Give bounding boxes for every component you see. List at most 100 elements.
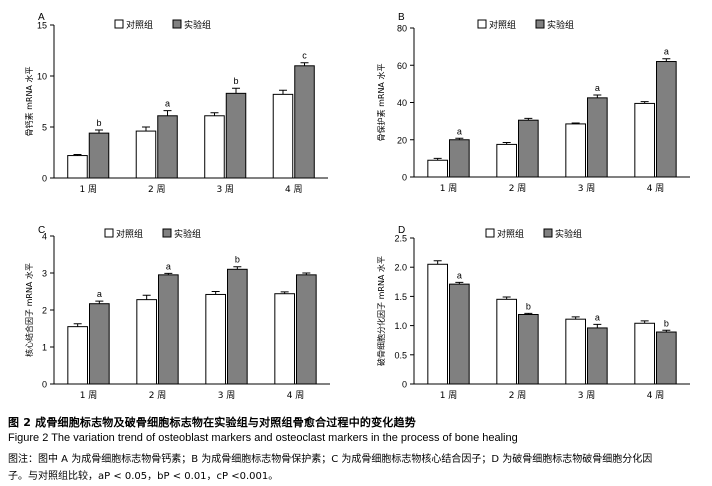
panel-a-errorbar-control-2 <box>141 126 150 132</box>
panel-b-ytick-label-0: 0 <box>402 173 407 183</box>
panel-a-errorbar-experimental-4 <box>300 62 309 66</box>
panel-d-errorbar-experimental-4 <box>662 329 671 333</box>
panel-a-category-label-2: 2 周 <box>148 184 166 195</box>
panel-a-ytick-label-1: 5 <box>42 123 47 133</box>
panel-b-errorbar-control-2 <box>502 142 511 145</box>
panel-b-bar-experimental-2 <box>518 119 539 178</box>
panel-d-errorbar-control-2 <box>502 296 511 300</box>
panel-d-category-label-4: 4 周 <box>647 390 665 401</box>
panel-c-legend-label-control: 对照组 <box>116 228 143 240</box>
panel-d-bar-experimental-2 <box>518 314 539 385</box>
panel-d-category-label-1: 1 周 <box>440 390 458 401</box>
panel-b-category-label-4: 4 周 <box>647 183 665 194</box>
panel-d-legend-swatch-control <box>485 228 495 238</box>
panel-d-bar-experimental-4 <box>656 331 677 385</box>
panel-b-errorbar-experimental-1 <box>455 137 464 140</box>
panel-c-bar-control-2 <box>136 299 158 385</box>
panel-b-errorbar-control-4 <box>640 101 649 104</box>
panel-d-bar-control-1 <box>427 263 448 385</box>
panel-c-legend-label-experimental: 实验组 <box>174 228 201 240</box>
panel-b-bar-experimental-1 <box>449 139 470 178</box>
panel-c-errorbar-experimental-2 <box>164 272 173 275</box>
panel-b-bar-control-4 <box>634 102 656 178</box>
panel-b-significance-label-4: a <box>664 47 669 57</box>
panel-a-bar-control-2 <box>135 130 157 179</box>
panel-a-legend-swatch-control <box>114 19 124 29</box>
panel-b-legend-swatch-control <box>477 19 487 29</box>
panel-b-errorbar-control-1 <box>433 157 442 161</box>
panel-a-category-label-3: 3 周 <box>216 184 234 195</box>
panel-c-category-label-2: 2 周 <box>149 390 167 401</box>
panel-a-significance-label-1: b <box>97 118 102 128</box>
panel-a-significance-label-4: c <box>302 51 307 61</box>
panel-d-significance-label-1: a <box>457 270 462 280</box>
panel-d-ytick-label-2: 1.0 <box>394 321 407 331</box>
panel-c-errorbar-control-1 <box>73 323 82 327</box>
panel-b-y-axis-label: 骨保护素 mRNA 水平 <box>376 64 386 142</box>
panel-c-bar-experimental-3 <box>227 268 248 385</box>
figure-note-line1: 图注：图中 A 为成骨细胞标志物骨钙素；B 为成骨细胞标志物骨保护素；C 为成骨… <box>8 454 653 465</box>
panel-a-bar-control-3 <box>204 115 225 179</box>
panel-d-significance-label-3: a <box>595 312 600 322</box>
panel-b-errorbar-experimental-4 <box>662 58 671 62</box>
panel-b-bar-experimental-3 <box>587 97 608 178</box>
panel-d-ytick-label-3: 1.5 <box>394 292 407 302</box>
panel-d-ytick-label-5: 2.5 <box>394 234 407 244</box>
panel-d-bar-control-3 <box>565 318 587 385</box>
panel-d-ytick-label-4: 2.0 <box>394 263 407 273</box>
panel-b-significance-label-1: a <box>457 126 462 136</box>
panel-a-legend-label-control: 对照组 <box>126 19 153 31</box>
figure-caption-english: Figure 2 The variation trend of osteobla… <box>8 432 518 444</box>
panel-c-errorbar-experimental-3 <box>233 266 242 270</box>
panel-d-y-axis-label: 破骨细胞分化因子 mRNA 水平 <box>376 256 386 366</box>
panel-a-bar-experimental-2 <box>157 115 178 179</box>
panel-d-legend-swatch-experimental <box>543 228 553 238</box>
panel-c-significance-label-3: b <box>235 255 240 265</box>
panel-b-ytick-label-2: 40 <box>397 98 407 108</box>
panel-b-letter: B <box>398 12 405 23</box>
panel-d-bar-experimental-1 <box>449 283 470 385</box>
panel-c-ytick-label-0: 0 <box>42 380 47 390</box>
panel-b-category-label-2: 2 周 <box>509 183 527 194</box>
panel-a-errorbar-control-4 <box>278 89 287 95</box>
panel-b-errorbar-experimental-2 <box>524 117 533 121</box>
panel-a-bar-experimental-4 <box>294 65 315 179</box>
panel-d-errorbar-control-1 <box>433 260 442 265</box>
panel-a-errorbar-control-1 <box>73 154 82 156</box>
panel-a-category-label-1: 1 周 <box>79 184 97 195</box>
panel-a-legend-label-experimental: 实验组 <box>184 19 211 31</box>
panel-a-letter: A <box>38 12 45 23</box>
panel-d-significance-label-4: b <box>664 318 669 328</box>
panel-a-y-axis-label: 骨钙素 mRNA 水平 <box>24 67 34 137</box>
panel-d-errorbar-experimental-1 <box>455 281 464 285</box>
panel-a-errorbar-experimental-2 <box>163 110 172 116</box>
panel-c-errorbar-experimental-4 <box>302 272 311 275</box>
panel-d-ytick-label-1: 0.5 <box>394 350 407 360</box>
panel-c-bar-experimental-2 <box>158 274 179 385</box>
panel-c-bar-control-3 <box>205 293 227 385</box>
panel-c-ytick-label-1: 1 <box>42 343 47 353</box>
panel-d-ytick-label-0: 0 <box>402 380 407 390</box>
panel-c-y-axis-label: 核心结合因子 mRNA 水平 <box>24 263 34 357</box>
panel-c-legend-swatch-control <box>104 228 114 238</box>
panel-d-legend-label-control: 对照组 <box>497 228 524 240</box>
panel-b-errorbar-experimental-3 <box>593 94 602 98</box>
panel-c-errorbar-control-3 <box>211 291 220 295</box>
panel-b-significance-label-3: a <box>595 83 600 93</box>
panel-b-bar-control-3 <box>565 123 587 178</box>
panel-a-bar-control-4 <box>272 93 294 179</box>
panel-b-ytick-label-1: 20 <box>397 135 407 145</box>
panel-c-significance-label-1: a <box>97 289 102 299</box>
panel-b-ytick-label-4: 80 <box>397 24 407 34</box>
figure-caption-chinese: 图 2 成骨细胞标志物及破骨细胞标志物在实验组与对照组骨愈合过程中的变化趋势 <box>8 416 416 429</box>
panel-b-bar-experimental-4 <box>656 61 677 178</box>
panel-a-bar-control-1 <box>67 155 88 179</box>
panel-a-errorbar-control-3 <box>210 112 219 116</box>
panel-d-errorbar-control-4 <box>640 320 649 324</box>
panel-a-significance-label-3: b <box>234 76 239 86</box>
panel-b-legend-label-experimental: 实验组 <box>547 19 574 31</box>
panel-a-errorbar-experimental-1 <box>95 129 104 134</box>
panel-d-bar-control-4 <box>634 322 656 385</box>
panel-a-errorbar-experimental-3 <box>232 87 241 94</box>
